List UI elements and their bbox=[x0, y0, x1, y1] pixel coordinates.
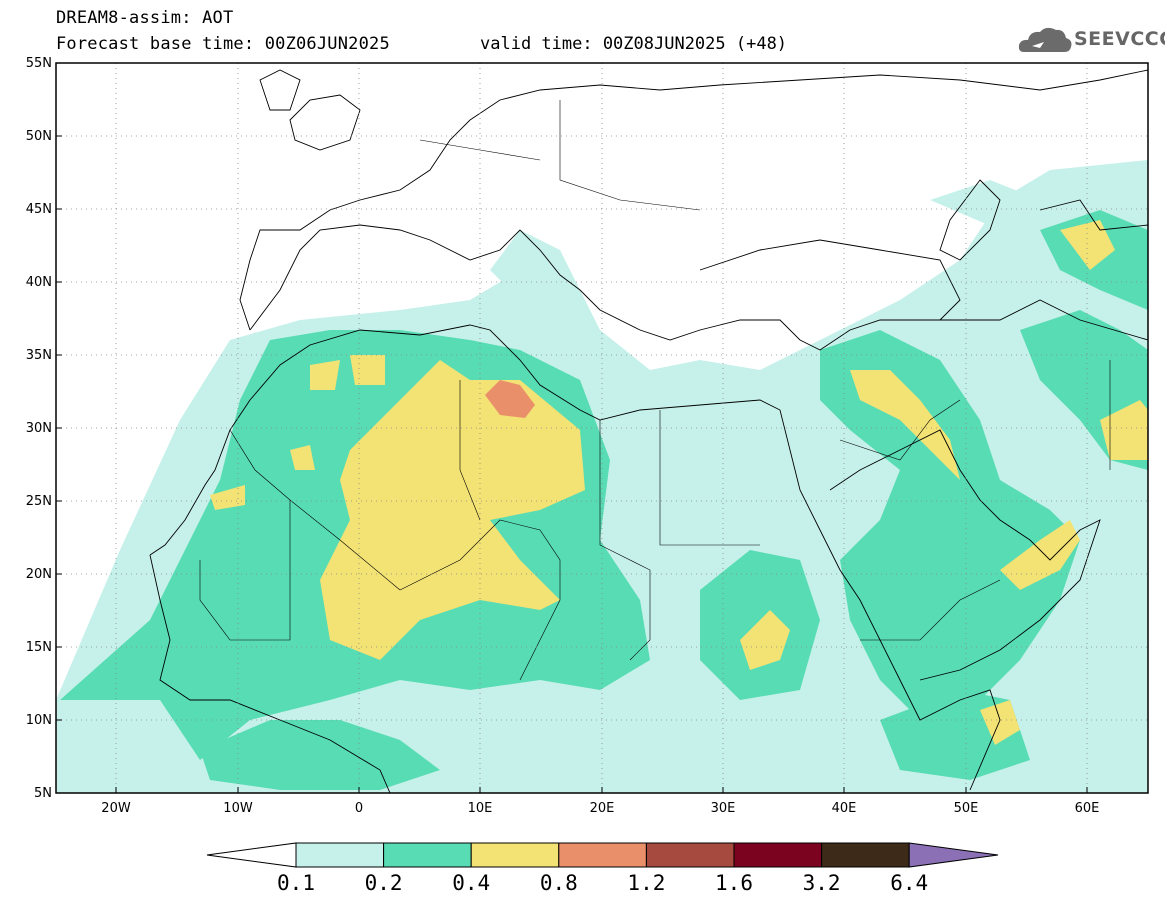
colorbar-bin bbox=[733, 842, 823, 868]
cloud-icon bbox=[1018, 27, 1072, 52]
colorbar-label: 6.4 bbox=[890, 871, 928, 895]
map-title: DREAM8-assim: AOT bbox=[56, 8, 234, 28]
country-borders bbox=[199, 100, 1111, 681]
lon-label: 50E bbox=[954, 801, 979, 816]
logo-text: SEEVCCC bbox=[1074, 28, 1165, 50]
lat-label: 10N bbox=[26, 713, 52, 728]
lon-label: 20E bbox=[590, 801, 615, 816]
lon-label: 30E bbox=[711, 801, 736, 816]
latitude-labels: 55N 50N 45N 40N 35N 30N 25N 20N 15N 10N … bbox=[26, 56, 52, 801]
lon-label: 10E bbox=[468, 801, 493, 816]
colorbar-bin bbox=[295, 842, 385, 868]
colorbar: 0.1 0.2 0.4 0.8 1.2 1.6 3.2 6.4 bbox=[206, 842, 999, 895]
lat-label: 50N bbox=[26, 129, 52, 144]
lat-label: 30N bbox=[26, 421, 52, 436]
lat-label: 40N bbox=[26, 275, 52, 290]
aot-contour-0.4 bbox=[210, 220, 1148, 745]
colorbar-bin bbox=[470, 842, 560, 868]
lat-label: 5N bbox=[34, 786, 52, 801]
colorbar-label: 0.1 bbox=[277, 871, 315, 895]
colorbar-right-arrow bbox=[908, 842, 999, 868]
longitude-labels: 20W 10W 0 10E 20E 30E 40E 50E 60E bbox=[101, 801, 1099, 816]
colorbar-bin bbox=[383, 842, 472, 868]
colorbar-bin bbox=[821, 842, 910, 868]
colorbar-label: 1.2 bbox=[627, 871, 665, 895]
lat-label: 25N bbox=[26, 494, 52, 509]
colorbar-bin bbox=[558, 842, 647, 868]
lon-label: 0 bbox=[355, 801, 363, 816]
lon-label: 20W bbox=[101, 801, 131, 816]
colorbar-label: 0.2 bbox=[365, 871, 403, 895]
colorbar-label: 3.2 bbox=[803, 871, 841, 895]
lon-label: 40E bbox=[832, 801, 857, 816]
aot-contour-0.8 bbox=[485, 380, 535, 418]
colorbar-label: 1.6 bbox=[715, 871, 753, 895]
colorbar-label: 0.4 bbox=[452, 871, 490, 895]
lat-label: 35N bbox=[26, 348, 52, 363]
colorbar-left-arrow bbox=[206, 842, 297, 868]
lat-label: 55N bbox=[26, 56, 52, 71]
valid-time-label: valid time: 00Z08JUN2025 (+48) bbox=[480, 34, 788, 54]
colorbar-label: 0.8 bbox=[540, 871, 578, 895]
lat-label: 45N bbox=[26, 202, 52, 217]
lon-label: 10W bbox=[223, 801, 253, 816]
lon-label: 60E bbox=[1075, 801, 1100, 816]
lat-label: 15N bbox=[26, 640, 52, 655]
lat-label: 20N bbox=[26, 567, 52, 582]
gridlines bbox=[56, 63, 1148, 793]
axis-ticks bbox=[56, 62, 1088, 794]
colorbar-bin bbox=[645, 842, 735, 868]
base-time-label: Forecast base time: 00Z06JUN2025 bbox=[56, 34, 390, 54]
